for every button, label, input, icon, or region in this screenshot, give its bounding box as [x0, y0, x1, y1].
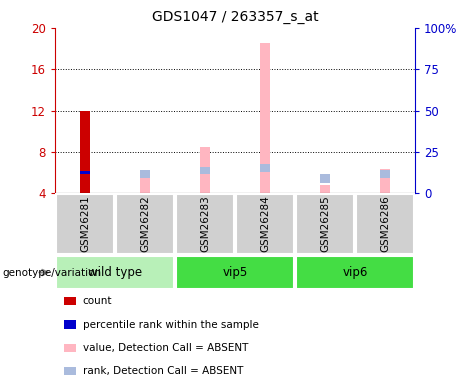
Text: GSM26282: GSM26282 — [140, 196, 150, 252]
Bar — [56, 256, 174, 289]
Bar — [200, 167, 210, 174]
Bar — [56, 194, 114, 254]
Bar — [356, 194, 414, 254]
Text: GSM26286: GSM26286 — [380, 196, 390, 252]
Bar — [236, 194, 294, 254]
Bar — [140, 170, 150, 193]
Text: GSM26285: GSM26285 — [320, 196, 330, 252]
Bar — [319, 185, 331, 193]
Bar — [296, 256, 414, 289]
Text: GSM26283: GSM26283 — [200, 196, 210, 252]
Text: wild type: wild type — [88, 266, 142, 279]
Text: count: count — [83, 296, 112, 306]
Bar — [176, 194, 234, 254]
Text: value, Detection Call = ABSENT: value, Detection Call = ABSENT — [83, 343, 248, 353]
Bar — [80, 111, 90, 193]
Text: GSM26284: GSM26284 — [260, 196, 270, 252]
Bar — [319, 174, 331, 183]
Bar — [260, 164, 271, 172]
Bar — [379, 169, 390, 193]
Bar — [200, 147, 210, 193]
Bar — [379, 170, 390, 177]
Title: GDS1047 / 263357_s_at: GDS1047 / 263357_s_at — [152, 10, 318, 24]
Bar — [80, 171, 90, 174]
Text: vip6: vip6 — [343, 266, 368, 279]
Text: GSM26281: GSM26281 — [80, 196, 90, 252]
Text: vip5: vip5 — [222, 266, 248, 279]
Bar — [296, 194, 354, 254]
Bar — [140, 170, 150, 177]
Text: genotype/variation: genotype/variation — [2, 267, 101, 278]
Text: percentile rank within the sample: percentile rank within the sample — [83, 320, 259, 330]
Bar — [260, 44, 271, 193]
Text: rank, Detection Call = ABSENT: rank, Detection Call = ABSENT — [83, 366, 243, 375]
Bar — [176, 256, 294, 289]
Bar — [116, 194, 174, 254]
